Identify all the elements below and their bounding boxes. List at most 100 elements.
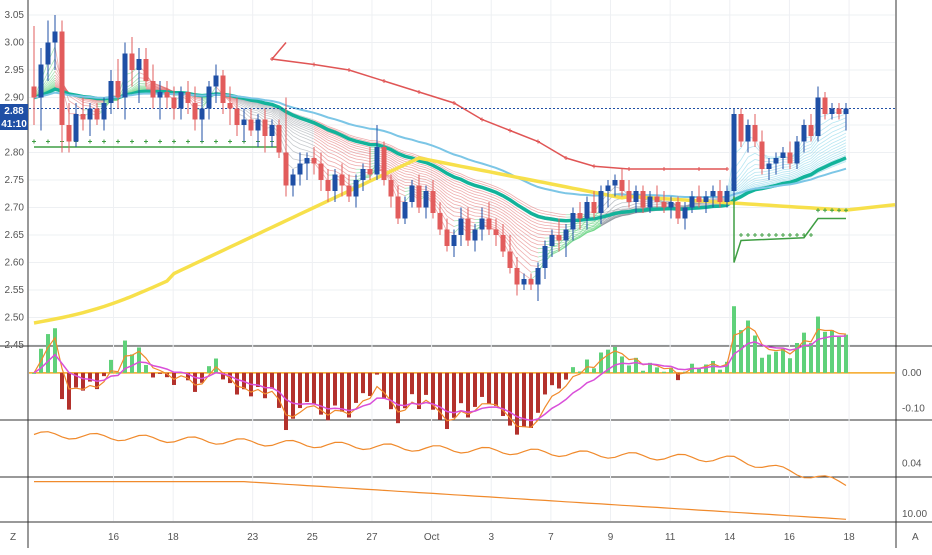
momentum-bar: [543, 373, 547, 395]
momentum-bar: [767, 355, 771, 373]
candle-body: [228, 103, 233, 109]
candle-body: [578, 213, 583, 219]
corner-left-letter[interactable]: Z: [10, 532, 16, 543]
candle-body: [32, 87, 37, 98]
candle-body: [200, 109, 205, 120]
candle-body: [235, 109, 240, 126]
momentum-bar: [494, 373, 498, 406]
momentum-bar: [326, 373, 330, 420]
momentum-bar: [410, 373, 414, 394]
candle-body: [291, 175, 296, 186]
candle-body: [802, 125, 807, 142]
corner-right-letter[interactable]: A: [912, 532, 919, 543]
price-y-tick: 2.95: [5, 65, 25, 76]
momentum-bar: [396, 373, 400, 423]
momentum-bar: [424, 373, 428, 395]
candle-body: [340, 175, 345, 186]
candle-body: [655, 197, 660, 203]
candle-body: [774, 158, 779, 164]
momentum-bar: [340, 373, 344, 412]
line2-y-tick: 10.00: [902, 509, 927, 520]
momentum-bar: [557, 373, 561, 389]
x-tick-label: 11: [665, 532, 676, 543]
momentum-bar: [627, 365, 631, 372]
momentum-bar: [480, 373, 484, 397]
candle-body: [277, 125, 282, 153]
momentum-bar: [760, 358, 764, 373]
momentum-bar: [571, 367, 575, 373]
candle-body: [179, 92, 184, 109]
candle-body: [711, 191, 716, 197]
price-y-tick: 2.90: [5, 93, 25, 104]
price-y-tick: 2.55: [5, 285, 25, 296]
x-tick-label: 7: [548, 532, 554, 543]
candle-body: [627, 191, 632, 202]
candle-body: [788, 153, 793, 164]
momentum-bar: [319, 373, 323, 415]
candle-body: [60, 32, 65, 126]
momentum-bar: [781, 349, 785, 373]
momentum-bar: [291, 373, 295, 419]
candle-body: [333, 175, 338, 192]
candle-body: [641, 191, 646, 208]
candle-body: [46, 43, 51, 65]
candle-body: [823, 98, 828, 115]
candle-body: [683, 208, 688, 219]
candle-body: [494, 230, 499, 236]
momentum-bar: [53, 328, 57, 373]
candle-body: [550, 235, 555, 246]
candle-body: [522, 279, 527, 285]
candle-body: [284, 153, 289, 186]
momentum-bar: [333, 373, 337, 406]
candle-body: [760, 142, 765, 170]
candle-body: [809, 125, 814, 136]
candle-body: [634, 191, 639, 202]
candle-body: [816, 98, 821, 137]
momentum-bar: [193, 373, 197, 392]
momentum-bar: [585, 360, 589, 373]
candle-body: [270, 125, 275, 136]
price-y-tick: 2.75: [5, 175, 25, 186]
momentum-bar: [592, 368, 596, 373]
momentum-bar: [67, 373, 71, 410]
candle-body: [515, 268, 520, 285]
momentum-bar: [375, 373, 379, 375]
candle-body: [599, 191, 604, 213]
candle-body: [151, 81, 156, 98]
candle-body: [564, 230, 569, 241]
candle-body: [543, 246, 548, 268]
candle-body: [263, 120, 268, 137]
candle-body: [620, 180, 625, 191]
candle-body: [312, 158, 317, 164]
candle-body: [529, 279, 534, 285]
candle-body: [501, 235, 506, 252]
momentum-bar: [403, 373, 407, 408]
price-y-tick: 2.45: [5, 340, 25, 351]
candle-body: [431, 191, 436, 213]
price-y-tick: 2.65: [5, 230, 25, 241]
candle-body: [746, 125, 751, 142]
candle-body: [123, 54, 128, 98]
candle-body: [172, 98, 177, 109]
momentum-bar: [354, 373, 358, 403]
price-y-tick: 3.00: [5, 38, 25, 49]
momentum-bar: [361, 373, 365, 393]
price-y-tick: 2.60: [5, 258, 25, 269]
momentum-bar: [60, 373, 64, 399]
candle-body: [214, 76, 219, 87]
momentum-bar: [802, 333, 806, 373]
candle-body: [718, 191, 723, 202]
x-tick-label: 9: [608, 532, 614, 543]
candle-body: [473, 230, 478, 241]
candle-body: [88, 109, 93, 120]
candle-body: [781, 153, 786, 159]
momentum-bar: [774, 352, 778, 373]
candle-body: [298, 164, 303, 175]
candle-body: [480, 219, 485, 230]
momentum-bar: [32, 373, 36, 374]
momentum-bar: [487, 373, 491, 404]
candle-body: [795, 142, 800, 164]
price-y-tick: 2.70: [5, 203, 25, 214]
